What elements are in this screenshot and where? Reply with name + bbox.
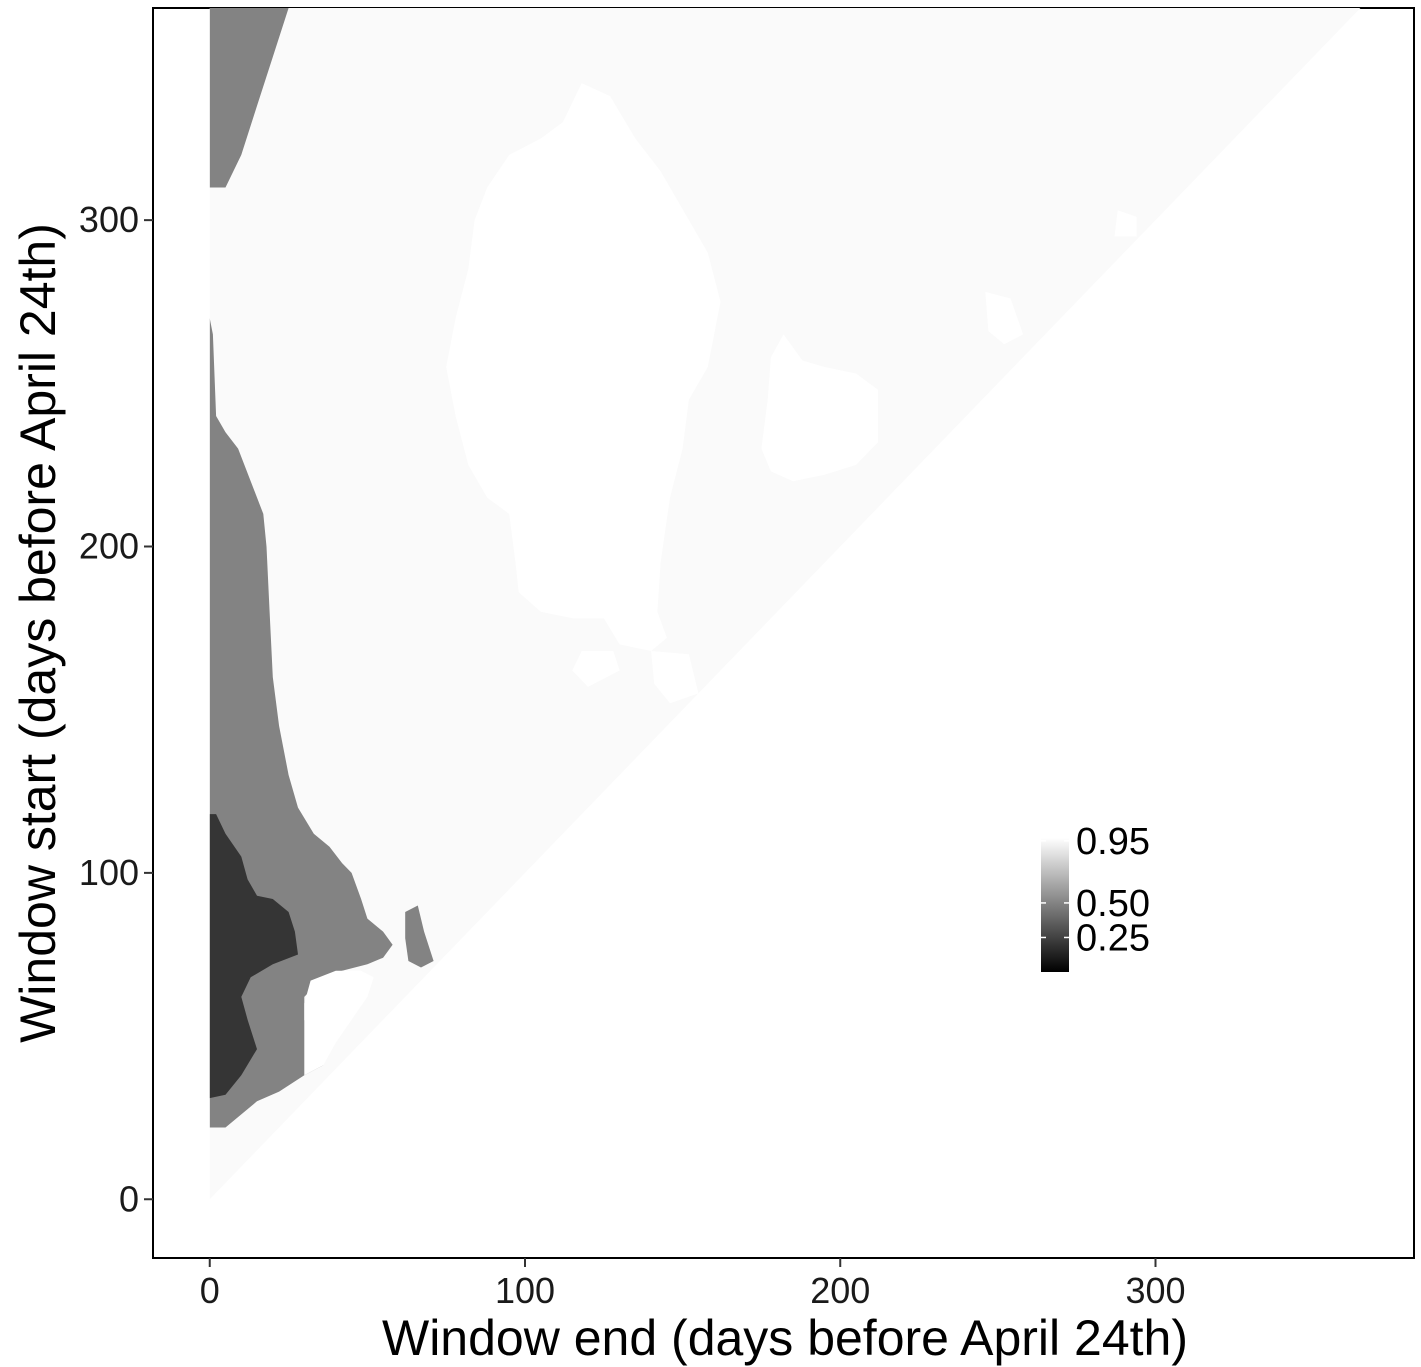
x-tick-label: 0 [200, 1270, 220, 1311]
y-tick-label: 100 [79, 852, 139, 893]
heatmap-region-3 [209, 814, 298, 1099]
x-axis-title: Window end (days before April 24th) [382, 1310, 1188, 1366]
heatmap-regions [209, 8, 1137, 1128]
y-tick-label: 0 [119, 1178, 139, 1219]
legend-break-label: 0.50 [1076, 883, 1150, 925]
x-tick-label: 200 [810, 1270, 870, 1311]
heatmap-region-6 [985, 291, 1024, 345]
color-legend-bar [1041, 838, 1069, 972]
y-axis: 0 100 200 300 [79, 199, 153, 1219]
x-tick-label: 300 [1125, 1270, 1185, 1311]
heatmap-region-9 [572, 651, 620, 687]
legend-break-label: 0.95 [1076, 821, 1150, 863]
y-tick-label: 300 [79, 199, 139, 240]
legend-break-label: 0.25 [1076, 917, 1150, 959]
color-legend: 0.250.50 0.95 [1041, 821, 1150, 972]
heatmap-layer [209, 8, 1361, 1200]
heatmap-region-8 [304, 970, 374, 1076]
heatmap-region-10 [651, 651, 699, 704]
heatmap-region-1 [209, 8, 393, 1128]
x-tick-label: 100 [495, 1270, 555, 1311]
heatmap-region-2 [405, 905, 434, 968]
x-axis: 0 100 200 300 [200, 1258, 1186, 1311]
y-tick-label: 200 [79, 526, 139, 567]
heatmap-region-5 [761, 334, 879, 482]
heatmap-region-4 [446, 83, 721, 652]
y-axis-title: Window start (days before April 24th) [10, 223, 66, 1043]
heatmap-region-7 [1114, 210, 1137, 237]
